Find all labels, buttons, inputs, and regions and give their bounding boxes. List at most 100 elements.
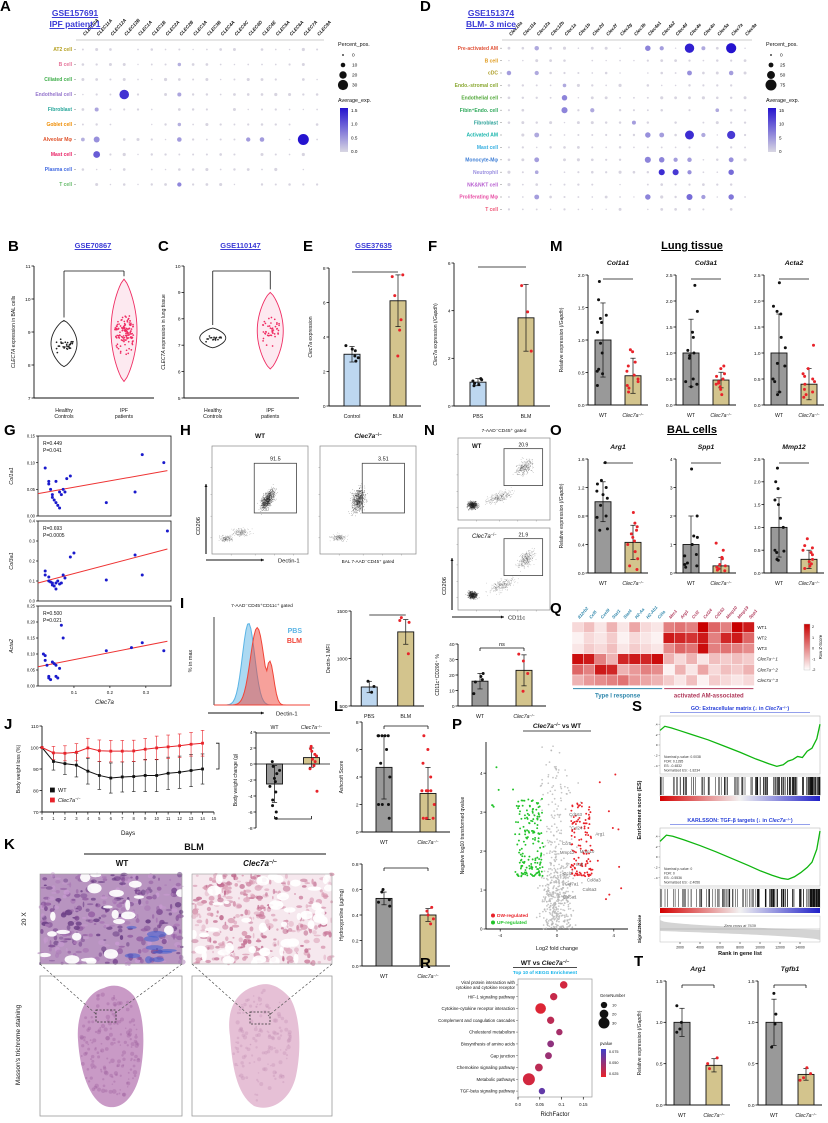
svg-text:0.3: 0.3 xyxy=(29,539,35,544)
panel-m-acta2-chart: 0.0 0.5 1.0 1.5 2.0 2.5 WT Clec7a−/− Acta2 xyxy=(754,260,824,419)
svg-text:PBS: PBS xyxy=(473,414,484,420)
svg-text:NK&NKT cell: NK&NKT cell xyxy=(467,182,498,188)
svg-text:5: 5 xyxy=(178,396,181,402)
svg-text:Dectin-1: Dectin-1 xyxy=(276,712,298,718)
svg-text:30: 30 xyxy=(352,83,358,89)
svg-text:0.5: 0.5 xyxy=(666,377,673,383)
svg-text:4: 4 xyxy=(323,335,326,341)
panel-f-letter: F xyxy=(428,238,438,255)
svg-text:BAL 7-AAD⁻CD45⁺ gated: BAL 7-AAD⁻CD45⁺ gated xyxy=(342,559,395,564)
svg-text:8: 8 xyxy=(28,363,31,369)
svg-text:Controls: Controls xyxy=(203,414,223,420)
panel-m-letter: M xyxy=(550,238,563,255)
svg-text:0.4: 0.4 xyxy=(29,519,35,524)
svg-text:50: 50 xyxy=(780,73,786,79)
panel-c-violin-chart: 5 6 7 8 9 10 CLEC7A expression in lung tissue H… xyxy=(161,264,299,420)
svg-text:Mast cell: Mast cell xyxy=(477,145,499,151)
svg-text:Endothelial cell: Endothelial cell xyxy=(461,96,498,102)
panel-g-correlation-charts: 0.000.050.100.15Col1a1R=0.449P=0.0410.00… xyxy=(9,434,172,706)
svg-text:2.0: 2.0 xyxy=(578,273,585,279)
svg-text:1.0: 1.0 xyxy=(578,338,585,344)
svg-text:WT: WT xyxy=(687,413,696,419)
svg-text:0.3: 0.3 xyxy=(143,690,150,695)
panel-t-letter: T xyxy=(634,953,644,970)
panel-d-letter: D xyxy=(420,0,431,15)
svg-text:10: 10 xyxy=(352,63,358,69)
svg-text:R=0.449: R=0.449 xyxy=(43,441,62,447)
svg-text:cDC: cDC xyxy=(488,71,498,77)
svg-text:2.5: 2.5 xyxy=(754,273,761,279)
svg-text:Clec7a: Clec7a xyxy=(730,22,744,37)
svg-text:IPF: IPF xyxy=(120,408,128,414)
panel-e-bar-chart: 0 2 4 6 8 Clec7a expression Control BLM xyxy=(308,266,421,420)
svg-text:0.0: 0.0 xyxy=(351,149,358,154)
panel-g: G 0.00 0.05 0.10 0.15 Col1a1 R=0.449 P=0.041 0.… xyxy=(4,422,179,722)
svg-text:0.25: 0.25 xyxy=(27,604,36,609)
svg-text:3.51: 3.51 xyxy=(378,456,389,462)
svg-text:1.5: 1.5 xyxy=(754,325,761,331)
panel-r-kegg-chart: WT vs Clec7a−/−Top 10 of KEGG Enrichment… xyxy=(438,959,626,1118)
panel-g-letter: G xyxy=(4,422,16,439)
svg-text:0: 0 xyxy=(448,404,451,410)
svg-text:Percent_pos.: Percent_pos. xyxy=(766,42,798,48)
panel-h-flow-chart: WT Clec7a−/− 91.5 3.51 CD206 Dectin-1 BAL 7-AA… xyxy=(196,432,417,565)
panel-e-letter: E xyxy=(303,238,314,255)
panel-i-histogram-chart: 7-AAD⁻CD45⁺CD11c⁺ gated PBS BLM % in max Dec… xyxy=(188,603,310,718)
svg-text:7-AAD⁻CD45⁺ gated: 7-AAD⁻CD45⁺ gated xyxy=(482,428,527,434)
svg-text:7: 7 xyxy=(28,396,31,402)
panel-r: R WT vs Clec7a−/− Top 10 of KEGG Enrichme… xyxy=(420,953,632,1123)
svg-text:0.5: 0.5 xyxy=(578,370,585,376)
svg-text:Fibroblast: Fibroblast xyxy=(48,107,73,113)
svg-text:20.9: 20.9 xyxy=(518,443,528,449)
svg-text:0.0: 0.0 xyxy=(29,599,35,604)
panel-e-dataset-link[interactable]: GSE37635 xyxy=(355,241,392,250)
svg-text:Clec7a−/−: Clec7a−/− xyxy=(354,432,382,440)
svg-text:0.05: 0.05 xyxy=(27,668,36,673)
panel-a-dotplot-chart: CLEC10ACLEC11ACLEC12ACLEC12BCLEC1ACLEC1B… xyxy=(35,17,371,188)
panel-j-letter: J xyxy=(4,716,13,733)
svg-text:1.0: 1.0 xyxy=(666,351,673,357)
panel-f: F 0 2 4 6 Clec7a expression (/Gapdh) PBS BLM xyxy=(428,238,556,422)
panel-n-letter: N xyxy=(424,422,435,439)
svg-text:0.10: 0.10 xyxy=(27,460,36,465)
svg-text:11: 11 xyxy=(26,264,31,270)
svg-text:8: 8 xyxy=(178,317,181,323)
svg-text:75: 75 xyxy=(780,83,786,89)
svg-text:BLM: BLM xyxy=(521,414,532,420)
svg-text:B cell: B cell xyxy=(485,58,499,64)
svg-text:Clec9a: Clec9a xyxy=(744,22,758,37)
panel-a: A GSE157691 IPF patient-1 CLEC10A CLEC11A C… xyxy=(0,0,420,237)
svg-text:0.00: 0.00 xyxy=(27,684,36,689)
svg-text:500: 500 xyxy=(339,704,347,710)
svg-text:patients: patients xyxy=(115,414,134,420)
panel-a-dataset-link[interactable]: GSE157691 IPF patient-1 xyxy=(49,8,101,30)
panel-l: L 0 2 4 6 8 Ashcroft Score WT Clec7a−/− 0.0 0.2 0… xyxy=(334,698,456,986)
svg-text:Col1a1: Col1a1 xyxy=(607,260,630,267)
svg-text:Fibroblast: Fibroblast xyxy=(474,120,499,126)
svg-text:Clec4n: Clec4n xyxy=(702,22,716,37)
panel-m-col3a1-chart: 0.0 0.5 1.0 1.5 2.0 2.5 WT Clec7a−/− Col3a1 xyxy=(666,260,736,419)
panel-s: S GO: Extracellular matrix (↓ in Clec7a−… xyxy=(632,698,828,957)
svg-text:6: 6 xyxy=(178,369,181,375)
svg-text:91.5: 91.5 xyxy=(270,456,281,462)
panel-c-dataset-link[interactable]: GSE110147 xyxy=(220,241,261,250)
svg-text:0.2: 0.2 xyxy=(29,559,35,564)
svg-text:0.15: 0.15 xyxy=(27,636,36,641)
svg-text:0.1: 0.1 xyxy=(71,690,78,695)
svg-text:patients: patients xyxy=(261,414,280,420)
panel-b-dataset-link[interactable]: GSE70867 xyxy=(74,241,112,250)
svg-text:Dectin-1 MFI: Dectin-1 MFI xyxy=(326,644,332,673)
svg-text:0.1: 0.1 xyxy=(29,579,35,584)
panel-d-dataset-link[interactable]: GSE151374 BLM- 3 mice xyxy=(465,8,517,30)
panel-q: Q Il12rb2 Ccl5 Cxcl9 Stat1 Stat4 H2-Aa H2-Ab1 C… xyxy=(550,590,828,722)
svg-text:7-AAD⁻CD45⁺CD11c⁺ gated: 7-AAD⁻CD45⁺CD11c⁺ gated xyxy=(231,603,293,609)
svg-text:P=0.0005: P=0.0005 xyxy=(43,533,65,539)
svg-text:Healthy: Healthy xyxy=(55,408,73,414)
svg-text:1.5: 1.5 xyxy=(666,325,673,331)
svg-text:Healthy: Healthy xyxy=(204,408,222,414)
svg-text:0.2: 0.2 xyxy=(107,690,114,695)
